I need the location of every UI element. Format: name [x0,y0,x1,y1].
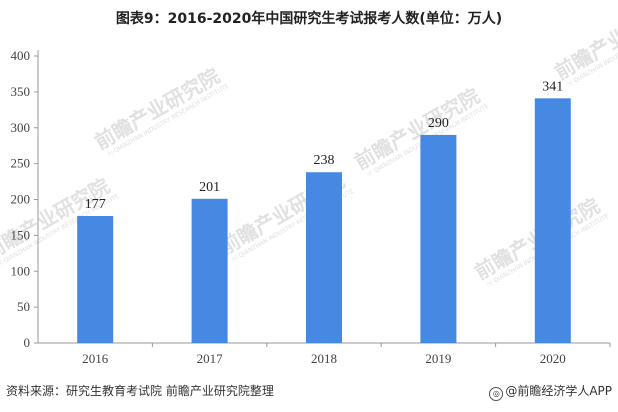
y-tick-label: 200 [11,192,31,207]
bar [77,216,114,343]
x-tick-label: 2019 [425,351,451,366]
data-label: 201 [199,180,220,195]
x-tick-label: 2020 [540,351,566,366]
x-tick-label: 2017 [197,351,224,366]
y-tick-label: 300 [11,120,31,135]
bars [77,98,571,344]
brand-credit: ◎ @前瞻经济学人APP [489,382,612,401]
data-label: 341 [542,79,563,94]
y-tick-label: 50 [17,299,30,314]
data-label: 177 [85,197,106,212]
data-label: 238 [314,153,335,168]
bar [420,134,457,343]
y-tick-label: 250 [11,156,31,171]
watermark-text: 前瞻产业研究院 [351,84,484,175]
bar [306,172,342,343]
x-tick-label: 2018 [311,351,337,366]
y-tick-label: 400 [11,48,31,63]
y-tick-label: 100 [11,263,31,278]
watermark-text: 前瞻产业研究院 [91,64,224,155]
y-tick-label: 150 [11,227,31,242]
globe-icon: ◎ [489,387,504,401]
labels: 177 2016 201 2017 238 2018 290 2019 341 2020 [82,79,566,366]
y-tick-label: 0 [24,335,31,350]
source-note: 资料来源：研究生教育考试院 前瞻产业研究院整理 [6,384,274,398]
y-tick-label: 350 [11,84,31,99]
x-tick-label: 2016 [82,351,109,366]
chart-title: 图表9：2016-2020年中国研究生考试报考人数(单位：万人) [115,11,503,27]
data-label: 290 [428,116,449,131]
bar [191,198,228,343]
bar [534,98,571,344]
brand-text: @前瞻经济学人APP [505,384,612,398]
